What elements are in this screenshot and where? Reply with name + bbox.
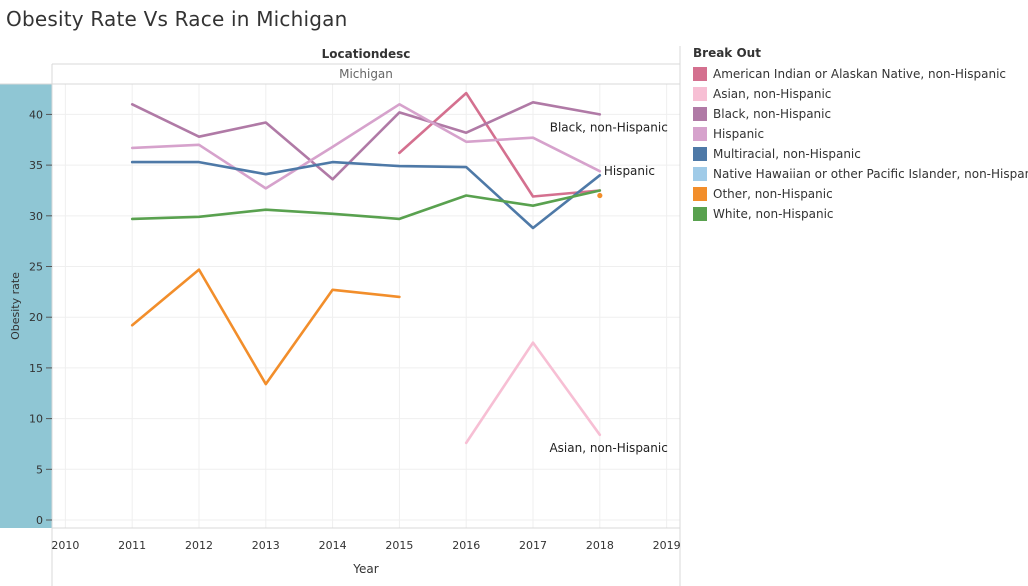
legend: Break Out American Indian or Alaskan Nat… [693, 46, 1028, 224]
legend-title: Break Out [693, 46, 761, 60]
y-tick-label: 40 [29, 108, 43, 121]
y-tick-label: 20 [29, 311, 43, 324]
series-line-asian-non-hispanic[interactable] [464, 341, 602, 445]
legend-swatch [693, 167, 707, 181]
x-tick-label: 2018 [586, 539, 614, 552]
series-line-multiracial-non-hispanic[interactable] [130, 160, 602, 230]
series-line-other-non-hispanic[interactable] [130, 268, 401, 386]
y-axis-band[interactable] [0, 84, 52, 528]
series-line-white-non-hispanic[interactable] [130, 189, 602, 221]
legend-label: American Indian or Alaskan Native, non-H… [713, 67, 1007, 81]
legend-label: Native Hawaiian or other Pacific Islande… [713, 167, 1028, 181]
series-lines [130, 91, 603, 445]
legend-swatch [693, 147, 707, 161]
line-annotation: Black, non-Hispanic [550, 120, 668, 134]
x-tick-label: 2011 [118, 539, 146, 552]
y-tick-label: 15 [29, 362, 43, 375]
legend-label: Black, non-Hispanic [713, 107, 832, 121]
x-tick-label: 2013 [252, 539, 280, 552]
x-tick-label: 2016 [452, 539, 480, 552]
legend-item[interactable]: Hispanic [693, 124, 1028, 144]
line-annotation: Hispanic [604, 164, 655, 178]
y-tick-label: 35 [29, 159, 43, 172]
legend-item[interactable]: Native Hawaiian or other Pacific Islande… [693, 164, 1028, 184]
gridlines [52, 84, 680, 528]
legend-item[interactable]: Black, non-Hispanic [693, 104, 1028, 124]
x-tick-label: 2017 [519, 539, 547, 552]
x-tick-label: 2014 [319, 539, 347, 552]
axis-ticks: 0 5 10 15 20 25 30 35 40 2010 2011 2012 2013 2014 2015… [29, 108, 681, 552]
column-header-value: Michigan [339, 67, 393, 81]
y-tick-label: 0 [36, 514, 43, 527]
x-axis-label: Year [352, 562, 378, 576]
legend-item[interactable]: White, non-Hispanic [693, 204, 1028, 224]
legend-swatch [693, 187, 707, 201]
legend-label: White, non-Hispanic [713, 207, 834, 221]
annotations: Black, non-Hispanic Hispanic Asian, non-Hi… [549, 120, 667, 454]
y-tick-label: 25 [29, 261, 43, 274]
legend-item[interactable]: Multiracial, non-Hispanic [693, 144, 1028, 164]
legend-items: American Indian or Alaskan Native, non-H… [693, 64, 1028, 224]
legend-swatch [693, 107, 707, 121]
line-annotation: Asian, non-Hispanic [549, 441, 667, 455]
legend-swatch [693, 207, 707, 221]
legend-swatch [693, 127, 707, 141]
legend-item[interactable]: American Indian or Alaskan Native, non-H… [693, 64, 1028, 84]
legend-swatch [693, 67, 707, 81]
series-line-hispanic[interactable] [130, 103, 602, 190]
legend-item[interactable]: Asian, non-Hispanic [693, 84, 1028, 104]
legend-swatch [693, 87, 707, 101]
chart-title: Obesity Rate Vs Race in Michigan [6, 7, 348, 31]
legend-label: Multiracial, non-Hispanic [713, 147, 861, 161]
series-line-black-non-hispanic[interactable] [130, 101, 602, 181]
y-tick-label: 10 [29, 413, 43, 426]
x-tick-label: 2019 [653, 539, 681, 552]
legend-item[interactable]: Other, non-Hispanic [693, 184, 1028, 204]
y-tick-label: 5 [36, 463, 43, 476]
y-tick-label: 30 [29, 210, 43, 223]
x-tick-label: 2012 [185, 539, 213, 552]
legend-label: Asian, non-Hispanic [713, 87, 832, 101]
x-tick-label: 2015 [385, 539, 413, 552]
legend-label: Other, non-Hispanic [713, 187, 833, 201]
series-point-other-non-hispanic[interactable] [597, 192, 603, 199]
legend-label: Hispanic [713, 127, 765, 141]
y-axis-label: Obesity rate [9, 272, 22, 340]
x-tick-label: 2010 [51, 539, 79, 552]
header-lines [0, 46, 681, 586]
column-header-field: Locationdesc [322, 47, 411, 61]
